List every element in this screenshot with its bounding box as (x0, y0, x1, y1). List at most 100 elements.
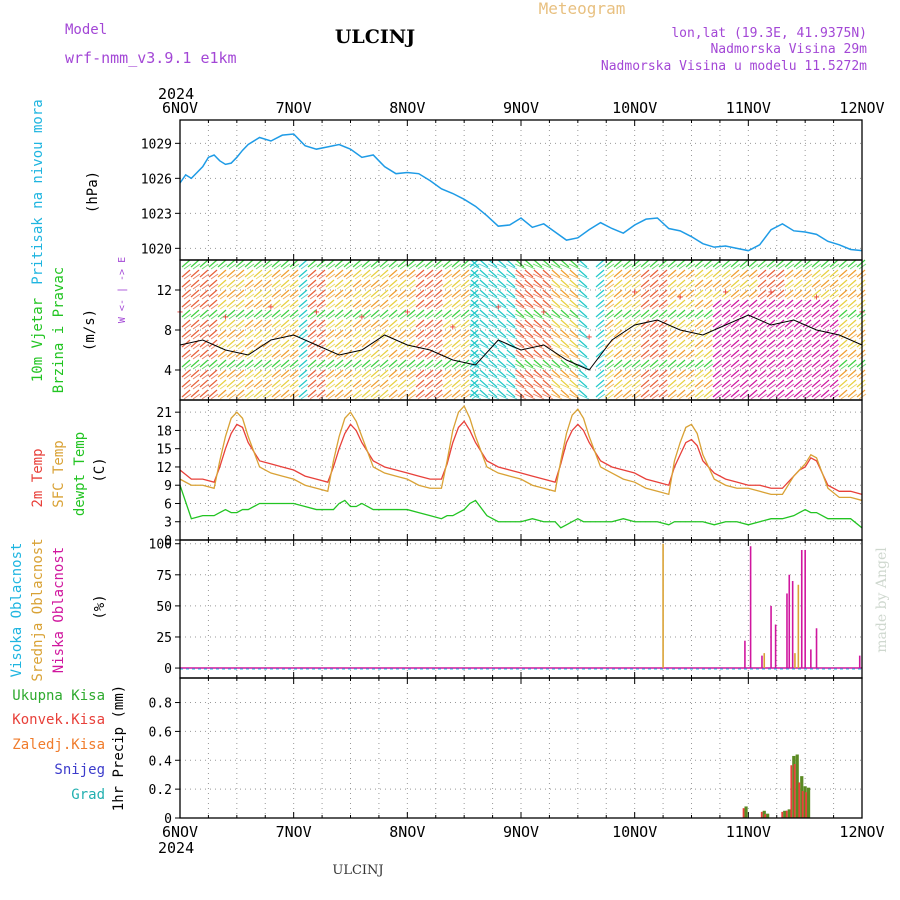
wind-barb (406, 279, 416, 288)
wind-barb (497, 339, 507, 348)
wind-barb (633, 313, 642, 320)
precip-label-snow: Snijeg (54, 762, 105, 778)
wind-barb (488, 369, 498, 378)
top-day-label: 7NOV (276, 99, 312, 117)
wind-barb (685, 279, 695, 288)
wind-barb (784, 289, 794, 298)
wind-label-1: 10m Vjetar (30, 298, 46, 382)
wind-barb (840, 333, 849, 340)
wind-barb (569, 259, 579, 268)
wind-barb (578, 369, 588, 378)
wind-barb (460, 279, 470, 288)
wind-barb (327, 313, 336, 320)
wind-barb (849, 273, 858, 280)
wind-barb (651, 333, 660, 340)
wind-barb (470, 329, 480, 338)
wind-barb (793, 349, 803, 358)
wind-barb (406, 299, 416, 308)
wind-barb (442, 289, 452, 298)
wind-barb (271, 369, 281, 378)
wind-barb (669, 333, 678, 340)
wind-barb (183, 353, 192, 360)
wind-barb (354, 283, 363, 290)
wind-barb (669, 303, 678, 310)
wind-barb (795, 373, 804, 380)
wind-barb (262, 359, 272, 368)
wind-barb (298, 359, 308, 368)
wind-barb (190, 319, 200, 328)
wind-barb (640, 289, 650, 298)
top-year: 2024 (158, 85, 194, 103)
wind-barb (262, 299, 272, 308)
wind-barb (253, 339, 263, 348)
wind-barb (678, 393, 687, 400)
wind-barb (381, 293, 390, 300)
wind-barb (829, 299, 839, 308)
wind-barb (669, 313, 678, 320)
wind-barb (831, 353, 840, 360)
wind-barb (406, 259, 416, 268)
wind-barb (524, 299, 534, 308)
wind-barb (813, 283, 822, 290)
wind-barb (804, 343, 813, 350)
wind-barb (532, 363, 545, 370)
wind-barb (766, 299, 776, 308)
wind-barb (741, 323, 750, 330)
wind-barb (658, 309, 668, 318)
wind-barb (336, 393, 345, 400)
precip-bar (762, 810, 766, 818)
wind-barb (262, 309, 272, 318)
wind-barb (253, 359, 263, 368)
wind-barb (721, 349, 731, 358)
wind-barb (210, 393, 219, 400)
wind-barb (633, 363, 642, 370)
wind-barb (615, 293, 624, 300)
wind-barb (577, 373, 590, 380)
wind-barb (550, 293, 563, 300)
wind-barb (435, 313, 444, 320)
wind-barb (578, 269, 588, 278)
wind-barb (560, 299, 570, 308)
wind-barb (768, 343, 777, 350)
wind-barb (532, 273, 545, 280)
wind-barb (291, 273, 300, 280)
wind-barb (426, 333, 435, 340)
wind-barb (399, 323, 408, 330)
wind-barb (451, 379, 461, 388)
wind-barb (678, 353, 687, 360)
wind-barb (336, 313, 345, 320)
wind-barb (370, 309, 380, 318)
wind-barb (390, 393, 399, 400)
wind-barb (560, 259, 570, 268)
wind-barb (181, 349, 191, 358)
wind-barb (705, 273, 714, 280)
wind-barb (487, 303, 500, 310)
wind-barb (451, 299, 461, 308)
wind-barb (487, 383, 500, 390)
wind-barb (804, 283, 813, 290)
wind-barb (523, 293, 536, 300)
wind-barb (640, 269, 650, 278)
wind-barb (469, 283, 482, 290)
wind-barb (497, 319, 507, 328)
wind-barb (237, 393, 246, 400)
wind-barb (856, 329, 866, 338)
wind-barb (624, 263, 633, 270)
wind-barb (721, 369, 731, 378)
wind-barb (838, 359, 848, 368)
coords-text: lon,lat (19.3E, 41.9375N) (671, 26, 867, 41)
top-day-label: 8NOV (389, 99, 425, 117)
wind-barb (298, 289, 308, 298)
wind-barb (478, 393, 491, 400)
wind-barb (840, 373, 849, 380)
wind-barb (624, 323, 633, 330)
wind-barb (354, 293, 363, 300)
wind-barb (488, 269, 498, 278)
wind-barb (210, 303, 219, 310)
wind-barb (300, 323, 309, 330)
wind-barb (488, 349, 498, 358)
wind-barb (253, 259, 263, 268)
wind-barb (569, 279, 579, 288)
wind-barb (479, 329, 489, 338)
wind-barb (551, 359, 561, 368)
